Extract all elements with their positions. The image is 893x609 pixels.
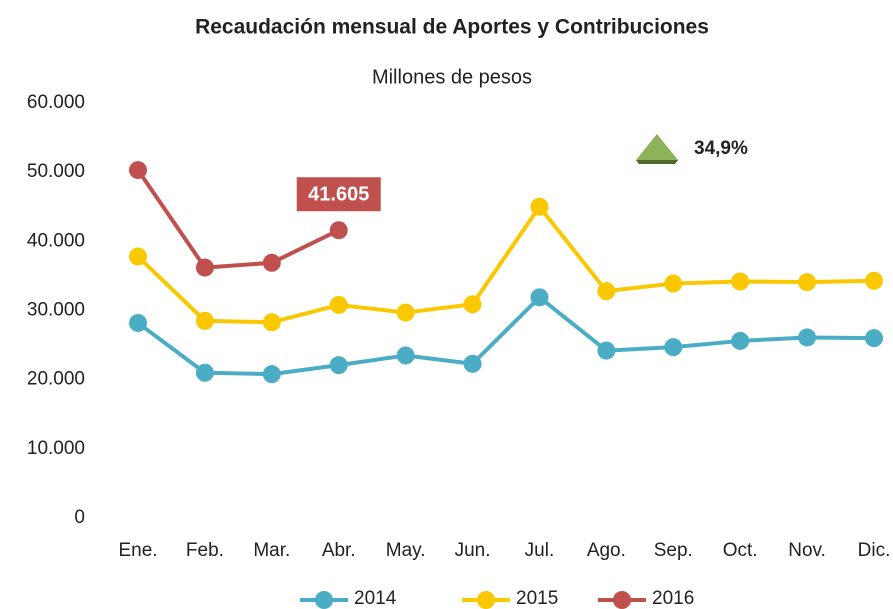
data-point [731,331,750,350]
data-label: 41.605 [308,184,369,206]
data-point [329,356,348,375]
series-line [136,168,340,270]
chart-title: Recaudación mensual de Aportes y Contrib… [195,16,709,39]
y-tick-label: 20.000 [27,369,85,390]
legend-item: 2014 [300,588,397,609]
legend-label: 2015 [516,588,558,609]
legend-marker [613,591,631,609]
data-point [731,272,750,291]
annotation: 34,9% [694,138,748,159]
data-point [865,329,883,348]
annotation-arrow [636,134,678,164]
data-point [195,363,214,382]
x-tick-label: Feb. [186,540,224,561]
y-tick-label: 0 [74,507,85,528]
data-point [129,247,147,266]
data-point [798,328,817,347]
data-point [396,303,415,322]
series-line [136,204,875,325]
x-tick-label: May. [386,540,426,561]
x-tick-label: Jun. [455,540,491,561]
data-point [664,338,683,357]
x-tick-label: Ago. [587,540,626,561]
data-point [396,346,415,365]
data-point [798,273,817,292]
data-point [329,295,348,314]
data-point [195,258,214,277]
data-point [463,354,482,373]
series-line [136,295,875,377]
y-tick-label: 60.000 [27,92,85,113]
data-label-box [296,177,381,212]
x-tick-label: Oct. [723,540,758,561]
data-point [262,365,281,384]
legend-marker [315,591,333,609]
x-tick-label: Nov. [788,540,826,561]
x-tick-label: Abr. [322,540,356,561]
data-point [597,282,616,301]
chart-subtitle: Millones de pesos [372,66,532,88]
data-point [597,341,616,360]
x-tick-label: Dic. [858,540,891,561]
data-point [865,271,883,290]
data-point [195,311,214,330]
y-tick-label: 50.000 [27,161,85,182]
data-point [129,161,147,180]
legend-label: 2014 [354,588,397,609]
data-point [329,221,348,240]
y-tick-label: 40.000 [27,230,85,251]
y-tick-label: 10.000 [27,438,85,459]
legend-label: 2016 [652,588,694,609]
x-tick-label: Sep. [654,540,693,561]
data-point [664,274,683,293]
legend-item: 2016 [598,588,694,609]
x-tick-label: Jul. [525,540,555,561]
data-point [463,295,482,314]
legend-item: 2015 [462,588,558,609]
data-point [129,313,147,332]
data-point [262,313,281,332]
data-point [262,253,281,272]
y-tick-label: 30.000 [27,300,85,321]
legend-marker [477,591,495,609]
x-tick-label: Ene. [118,540,157,561]
x-tick-label: Mar. [253,540,290,561]
data-point [530,288,549,307]
data-point [530,197,549,216]
